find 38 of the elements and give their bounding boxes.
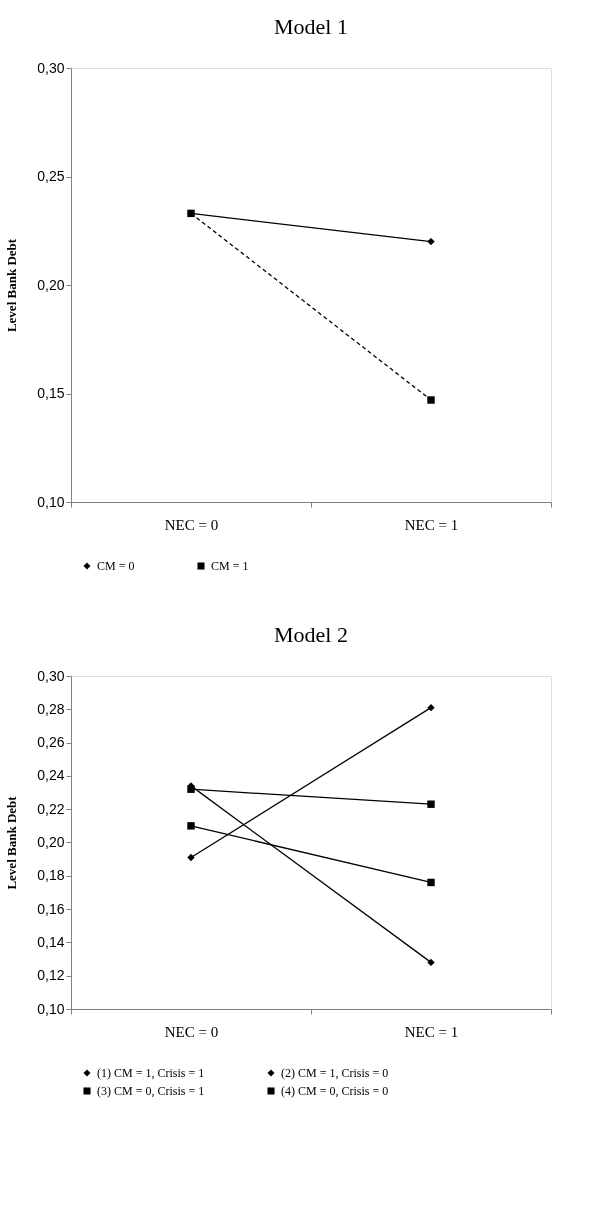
x-tick-label: NEC = 1 xyxy=(404,516,459,533)
y-tick-label: 0,20 xyxy=(37,276,65,293)
y-tick-label: 0,10 xyxy=(37,493,65,510)
x-tick-label: NEC = 1 xyxy=(404,1023,459,1040)
legend-label: (4) CM = 0, Crisis = 0 xyxy=(281,1084,389,1098)
point xyxy=(187,822,195,830)
point xyxy=(427,396,435,404)
y-tick-label: 0,30 xyxy=(37,59,65,76)
chart-title: Model 2 xyxy=(274,622,348,647)
y-tick-label: 0,28 xyxy=(37,700,65,717)
legend-label: CM = 1 xyxy=(211,559,249,573)
y-tick-label: 0,24 xyxy=(37,767,65,784)
point xyxy=(427,237,435,246)
y-tick-label: 0,14 xyxy=(37,933,65,950)
point xyxy=(187,853,195,862)
y-tick-label: 0,10 xyxy=(37,1000,65,1017)
point xyxy=(427,878,435,887)
y-tick-label: 0,25 xyxy=(37,168,65,184)
y-tick-label: 0,20 xyxy=(37,834,65,850)
y-axis-title: Level Bank Debt xyxy=(4,795,20,890)
y-tick-label: 0,18 xyxy=(37,867,65,884)
y-tick-label: 0,16 xyxy=(37,900,65,917)
y-axis-title: Level Bank Debt xyxy=(4,238,20,333)
legend-label: (3) CM = 0, Crisis = 1 xyxy=(97,1084,205,1098)
x-tick-label: NEC = 0 xyxy=(164,516,219,533)
y-tick-label: 0,26 xyxy=(37,734,65,751)
y-tick-label: 0,30 xyxy=(37,667,65,684)
legend-label: CM = 0 xyxy=(97,559,135,573)
legend-label: (1) CM = 1, Crisis = 1 xyxy=(97,1066,205,1080)
y-tick-label: 0,22 xyxy=(37,800,65,817)
y-tick-label: 0,12 xyxy=(37,967,65,984)
point xyxy=(427,958,435,967)
point xyxy=(427,800,435,808)
chart-title: Model 1 xyxy=(274,14,348,39)
x-tick-label: NEC = 0 xyxy=(164,1023,219,1040)
legend-label: (2) CM = 1, Crisis = 0 xyxy=(281,1066,389,1080)
point xyxy=(427,703,435,712)
y-tick-label: 0,15 xyxy=(37,385,65,401)
